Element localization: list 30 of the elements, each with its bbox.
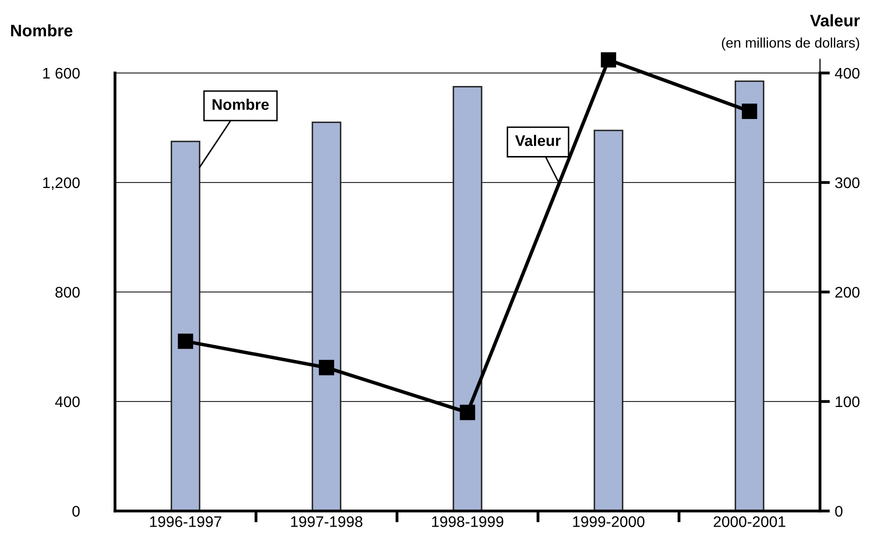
- point: [178, 334, 194, 349]
- y2-axis-title: Valeur: [810, 14, 860, 26]
- y-tick-label: 1 600: [43, 68, 80, 79]
- y2-tick-label: 300: [835, 177, 860, 188]
- bar: [312, 122, 342, 511]
- bar: [594, 130, 624, 511]
- x-tick-label: 1996-1997: [150, 516, 222, 528]
- series-label: Valeur: [515, 134, 561, 146]
- y2-tick-label: 400: [834, 68, 860, 79]
- point: [318, 360, 334, 376]
- y-tick-label: 0: [72, 506, 80, 517]
- x-tick-label: 1998-1999: [432, 516, 504, 528]
- point: [460, 404, 476, 420]
- y2-tick-label: 0: [835, 506, 842, 517]
- point: [600, 52, 616, 68]
- text: (en millions de dollars): [722, 38, 860, 50]
- point: [742, 104, 758, 119]
- text: Nombre: [212, 98, 269, 110]
- y-axis-title: Nombre: [11, 24, 72, 36]
- y2-tick-label: 100: [836, 396, 860, 408]
- bar: [734, 80, 764, 511]
- y-tick-label: 1,200: [43, 177, 80, 190]
- bar: [170, 140, 200, 511]
- y-tick-label: 400: [55, 396, 80, 408]
- x-tick-label: 1999-2000: [573, 516, 644, 528]
- x-tick-label: 1997-1998: [291, 516, 362, 528]
- y2-tick-label: 200: [835, 286, 860, 298]
- bar: [452, 86, 482, 511]
- y-tick-label: 800: [55, 286, 80, 298]
- x-tick-label: 2000-2001: [714, 516, 786, 528]
